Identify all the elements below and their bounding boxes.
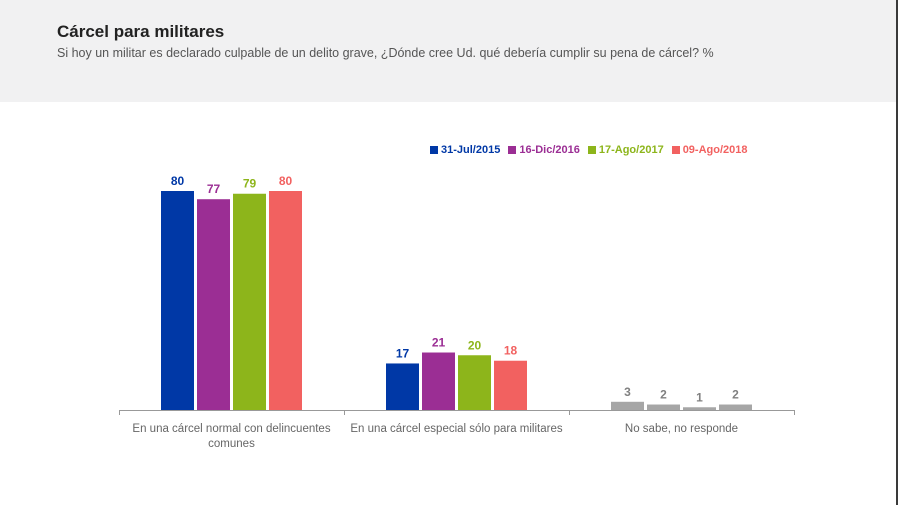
- legend-item-2: 16-Dic/2016: [508, 144, 580, 156]
- data-label-3-1: 3: [624, 385, 631, 399]
- bar-1-2: [197, 199, 230, 410]
- legend-item-4: 09-Ago/2018: [671, 144, 748, 156]
- bar-3-3: [683, 407, 716, 410]
- data-label-2-3: 20: [468, 338, 482, 352]
- page-title: Cárcel para militares: [57, 22, 225, 41]
- bar-2-1: [386, 363, 419, 410]
- category-label-1-line-2: comunes: [208, 438, 255, 450]
- data-label-3-2: 2: [660, 388, 667, 402]
- header-band: [0, 0, 896, 102]
- legend-label-1: 31-Jul/2015: [441, 144, 501, 156]
- data-label-1-2: 77: [207, 182, 221, 196]
- data-label-1-3: 79: [243, 177, 257, 191]
- legend-swatch-4: [671, 146, 680, 154]
- legend-swatch-3: [587, 146, 596, 154]
- legend-item-1: 31-Jul/2015: [430, 144, 500, 156]
- bar-1-1: [161, 191, 194, 410]
- category-label-1-line-1: En una cárcel normal con delincuentes: [132, 423, 330, 435]
- bar-3-1: [611, 401, 644, 410]
- bar-1-4: [269, 191, 302, 410]
- bar-3-4: [719, 404, 752, 410]
- data-label-2-4: 18: [504, 344, 518, 358]
- bar-1-3: [233, 193, 266, 410]
- data-label-2-1: 17: [396, 346, 410, 360]
- chart-legend: 31-Jul/2015 16-Dic/2016 17-Ago/2017 09-A…: [430, 144, 748, 156]
- data-label-3-4: 2: [732, 388, 739, 402]
- legend-label-2: 16-Dic/2016: [519, 144, 580, 156]
- data-label-2-2: 21: [432, 336, 446, 350]
- legend-label-3: 17-Ago/2017: [598, 144, 664, 156]
- data-label-1-4: 80: [279, 174, 293, 188]
- bar-3-2: [647, 404, 680, 410]
- window-edge: [896, 0, 898, 505]
- page-subtitle: Si hoy un militar es declarado culpable …: [57, 46, 714, 60]
- legend-swatch-2: [508, 146, 517, 154]
- bar-2-2: [422, 352, 455, 410]
- data-label-1-1: 80: [171, 174, 185, 188]
- bar-2-3: [458, 355, 491, 410]
- legend-label-4: 09-Ago/2018: [682, 144, 748, 156]
- bar-2-4: [494, 360, 527, 410]
- legend-swatch-1: [430, 146, 438, 154]
- category-label-2: En una cárcel especial sólo para militar…: [350, 423, 562, 435]
- category-label-3: No sabe, no responde: [625, 423, 738, 435]
- data-label-3-3: 1: [696, 390, 703, 404]
- legend-item-3: 17-Ago/2017: [587, 144, 664, 156]
